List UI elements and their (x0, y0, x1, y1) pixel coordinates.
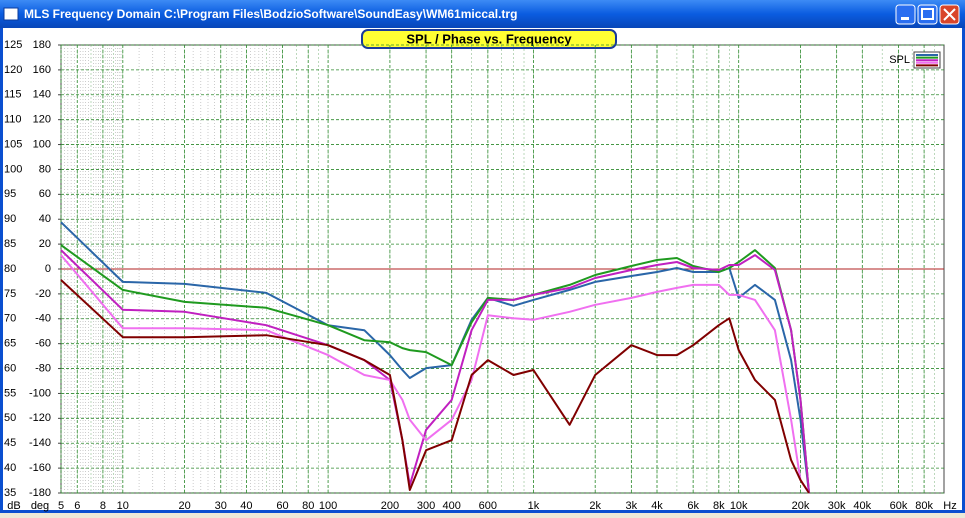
x-tick-label: 60 (276, 500, 288, 512)
x-tick-label: 400 (443, 500, 461, 512)
x-tick-label: 6 (74, 500, 80, 512)
y2-tick-label: -80 (35, 362, 51, 374)
y-tick-label: 45 (4, 437, 16, 449)
y-tick-label: 115 (4, 89, 22, 101)
y2-tick-label: 180 (33, 39, 51, 51)
curves (60, 221, 944, 494)
x-tick-label: 600 (479, 500, 497, 512)
title-box (361, 29, 617, 49)
x-tick-label: 10k (730, 500, 748, 512)
x-axis-label: Hz (943, 500, 956, 512)
y2-tick-label: 140 (33, 89, 51, 101)
x-tick-label: 60k (890, 500, 908, 512)
y2-tick-label: -100 (29, 387, 51, 399)
minimize-button[interactable] (895, 4, 916, 25)
x-tick-label: 80 (302, 500, 314, 512)
y-axis-label: dB (7, 500, 20, 512)
app-icon (3, 7, 19, 21)
x-tick-label: 8k (713, 500, 725, 512)
y2-tick-label: 0 (45, 263, 51, 275)
x-tick-label: 30k (828, 500, 846, 512)
y-tick-label: 75 (4, 288, 16, 300)
x-tick-label: 100 (319, 500, 337, 512)
maximize-icon (921, 8, 934, 20)
x-tick-label: 300 (417, 500, 435, 512)
y2-tick-label: -140 (29, 437, 51, 449)
x-tick-label: 40 (240, 500, 252, 512)
y2-tick-label: 40 (39, 213, 51, 225)
x-tick-label: 10 (117, 500, 129, 512)
x-tick-label: 20k (792, 500, 810, 512)
y-tick-label: 65 (4, 338, 16, 350)
spl-curve (60, 254, 810, 494)
y2-tick-label: -160 (29, 462, 51, 474)
legend-label: SPL (889, 54, 910, 66)
spl-curve (60, 221, 810, 494)
x-tick-label: 3k (626, 500, 638, 512)
y2-tick-label: -120 (29, 412, 51, 424)
y2-axis-label: deg (31, 500, 49, 512)
y2-tick-label: 160 (33, 64, 51, 76)
x-tick-label: 200 (381, 500, 399, 512)
y2-tick-label: 100 (33, 138, 51, 150)
x-tick-label: 4k (651, 500, 663, 512)
y-tick-label: 90 (4, 213, 16, 225)
chart-title: SPL / Phase vs. Frequency (406, 31, 572, 46)
close-icon (943, 8, 956, 21)
x-tick-label: 30 (215, 500, 227, 512)
y-tick-label: 80 (4, 263, 16, 275)
y-tick-label: 70 (4, 313, 16, 325)
y-tick-label: 60 (4, 362, 16, 374)
y-tick-label: 110 (4, 114, 22, 126)
y-tick-label: 120 (4, 64, 22, 76)
y-tick-label: 105 (4, 138, 22, 150)
y2-tick-label: 80 (39, 163, 51, 175)
x-tick-label: 5 (58, 500, 64, 512)
y2-tick-label: -40 (35, 313, 51, 325)
y-tick-label: 55 (4, 387, 16, 399)
x-tick-label: 1k (528, 500, 540, 512)
x-tick-label: 8 (100, 500, 106, 512)
minimize-icon (901, 17, 909, 20)
x-tick-label: 2k (589, 500, 601, 512)
x-tick-label: 80k (915, 500, 933, 512)
maximize-button[interactable] (917, 4, 938, 25)
x-tick-label: 6k (687, 500, 699, 512)
y-tick-label: 40 (4, 462, 16, 474)
y2-tick-label: -60 (35, 338, 51, 350)
y-tick-label: 125 (4, 39, 22, 51)
spl-curve (60, 279, 810, 494)
y-tick-label: 95 (4, 188, 16, 200)
y2-tick-label: 120 (33, 114, 51, 126)
y-tick-label: 50 (4, 412, 16, 424)
title-bar (0, 0, 965, 28)
x-tick-label: 20 (178, 500, 190, 512)
y-tick-label: 35 (4, 487, 16, 499)
y2-tick-label: 20 (39, 238, 51, 250)
y2-tick-label: 60 (39, 188, 51, 200)
x-tick-label: 40k (853, 500, 871, 512)
y2-tick-label: -20 (35, 288, 51, 300)
y2-tick-label: -180 (29, 487, 51, 499)
y-tick-label: 100 (4, 163, 22, 175)
window-title: MLS Frequency Domain C:\Program Files\Bo… (24, 7, 517, 21)
y-tick-label: 85 (4, 238, 16, 250)
